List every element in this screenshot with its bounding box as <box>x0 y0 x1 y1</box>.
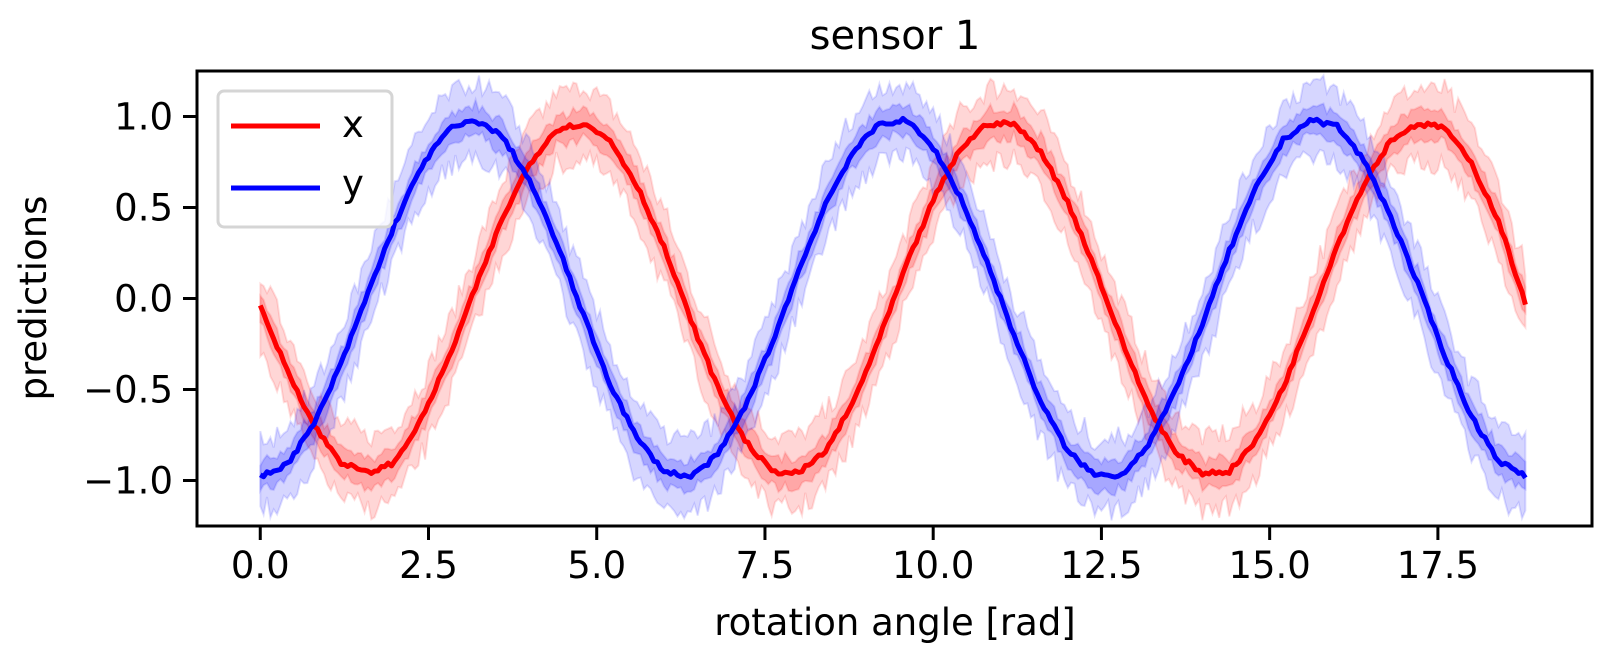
y-tick-label: 0.5 <box>114 187 173 230</box>
x-axis-ticks: 0.0 2.5 5.0 7.5 10.0 12.5 15.0 17.5 <box>231 526 1479 587</box>
band-outer-y <box>259 73 1527 522</box>
x-tick-label: 7.5 <box>736 544 795 587</box>
y-tick-label: 0.0 <box>114 278 173 321</box>
legend-label-y: y <box>342 162 364 205</box>
x-tick-label: 0.0 <box>231 544 290 587</box>
x-tick-label: 15.0 <box>1228 544 1310 587</box>
x-axis-label: rotation angle [rad] <box>714 601 1076 644</box>
series-line-x <box>257 119 1528 478</box>
x-tick-label: 17.5 <box>1397 544 1479 587</box>
y-tick-label: −0.5 <box>83 369 173 412</box>
y-tick-label: 1.0 <box>114 96 173 139</box>
x-tick-label: 12.5 <box>1060 544 1142 587</box>
y-tick-label: −1.0 <box>83 460 173 503</box>
y-axis-label: predictions <box>12 196 55 401</box>
series-lines <box>257 115 1528 480</box>
x-tick-label: 10.0 <box>892 544 974 587</box>
series-line-y <box>259 115 1528 480</box>
x-tick-label: 2.5 <box>399 544 458 587</box>
chart-title: sensor 1 <box>810 13 981 59</box>
legend-box <box>216 89 394 229</box>
x-tick-label: 5.0 <box>567 544 626 587</box>
legend-label-x: x <box>342 103 364 146</box>
legend: x y <box>216 89 394 229</box>
y-axis-ticks: −1.0 −0.5 0.0 0.5 1.0 <box>83 96 197 503</box>
band-inner-y <box>259 96 1527 497</box>
